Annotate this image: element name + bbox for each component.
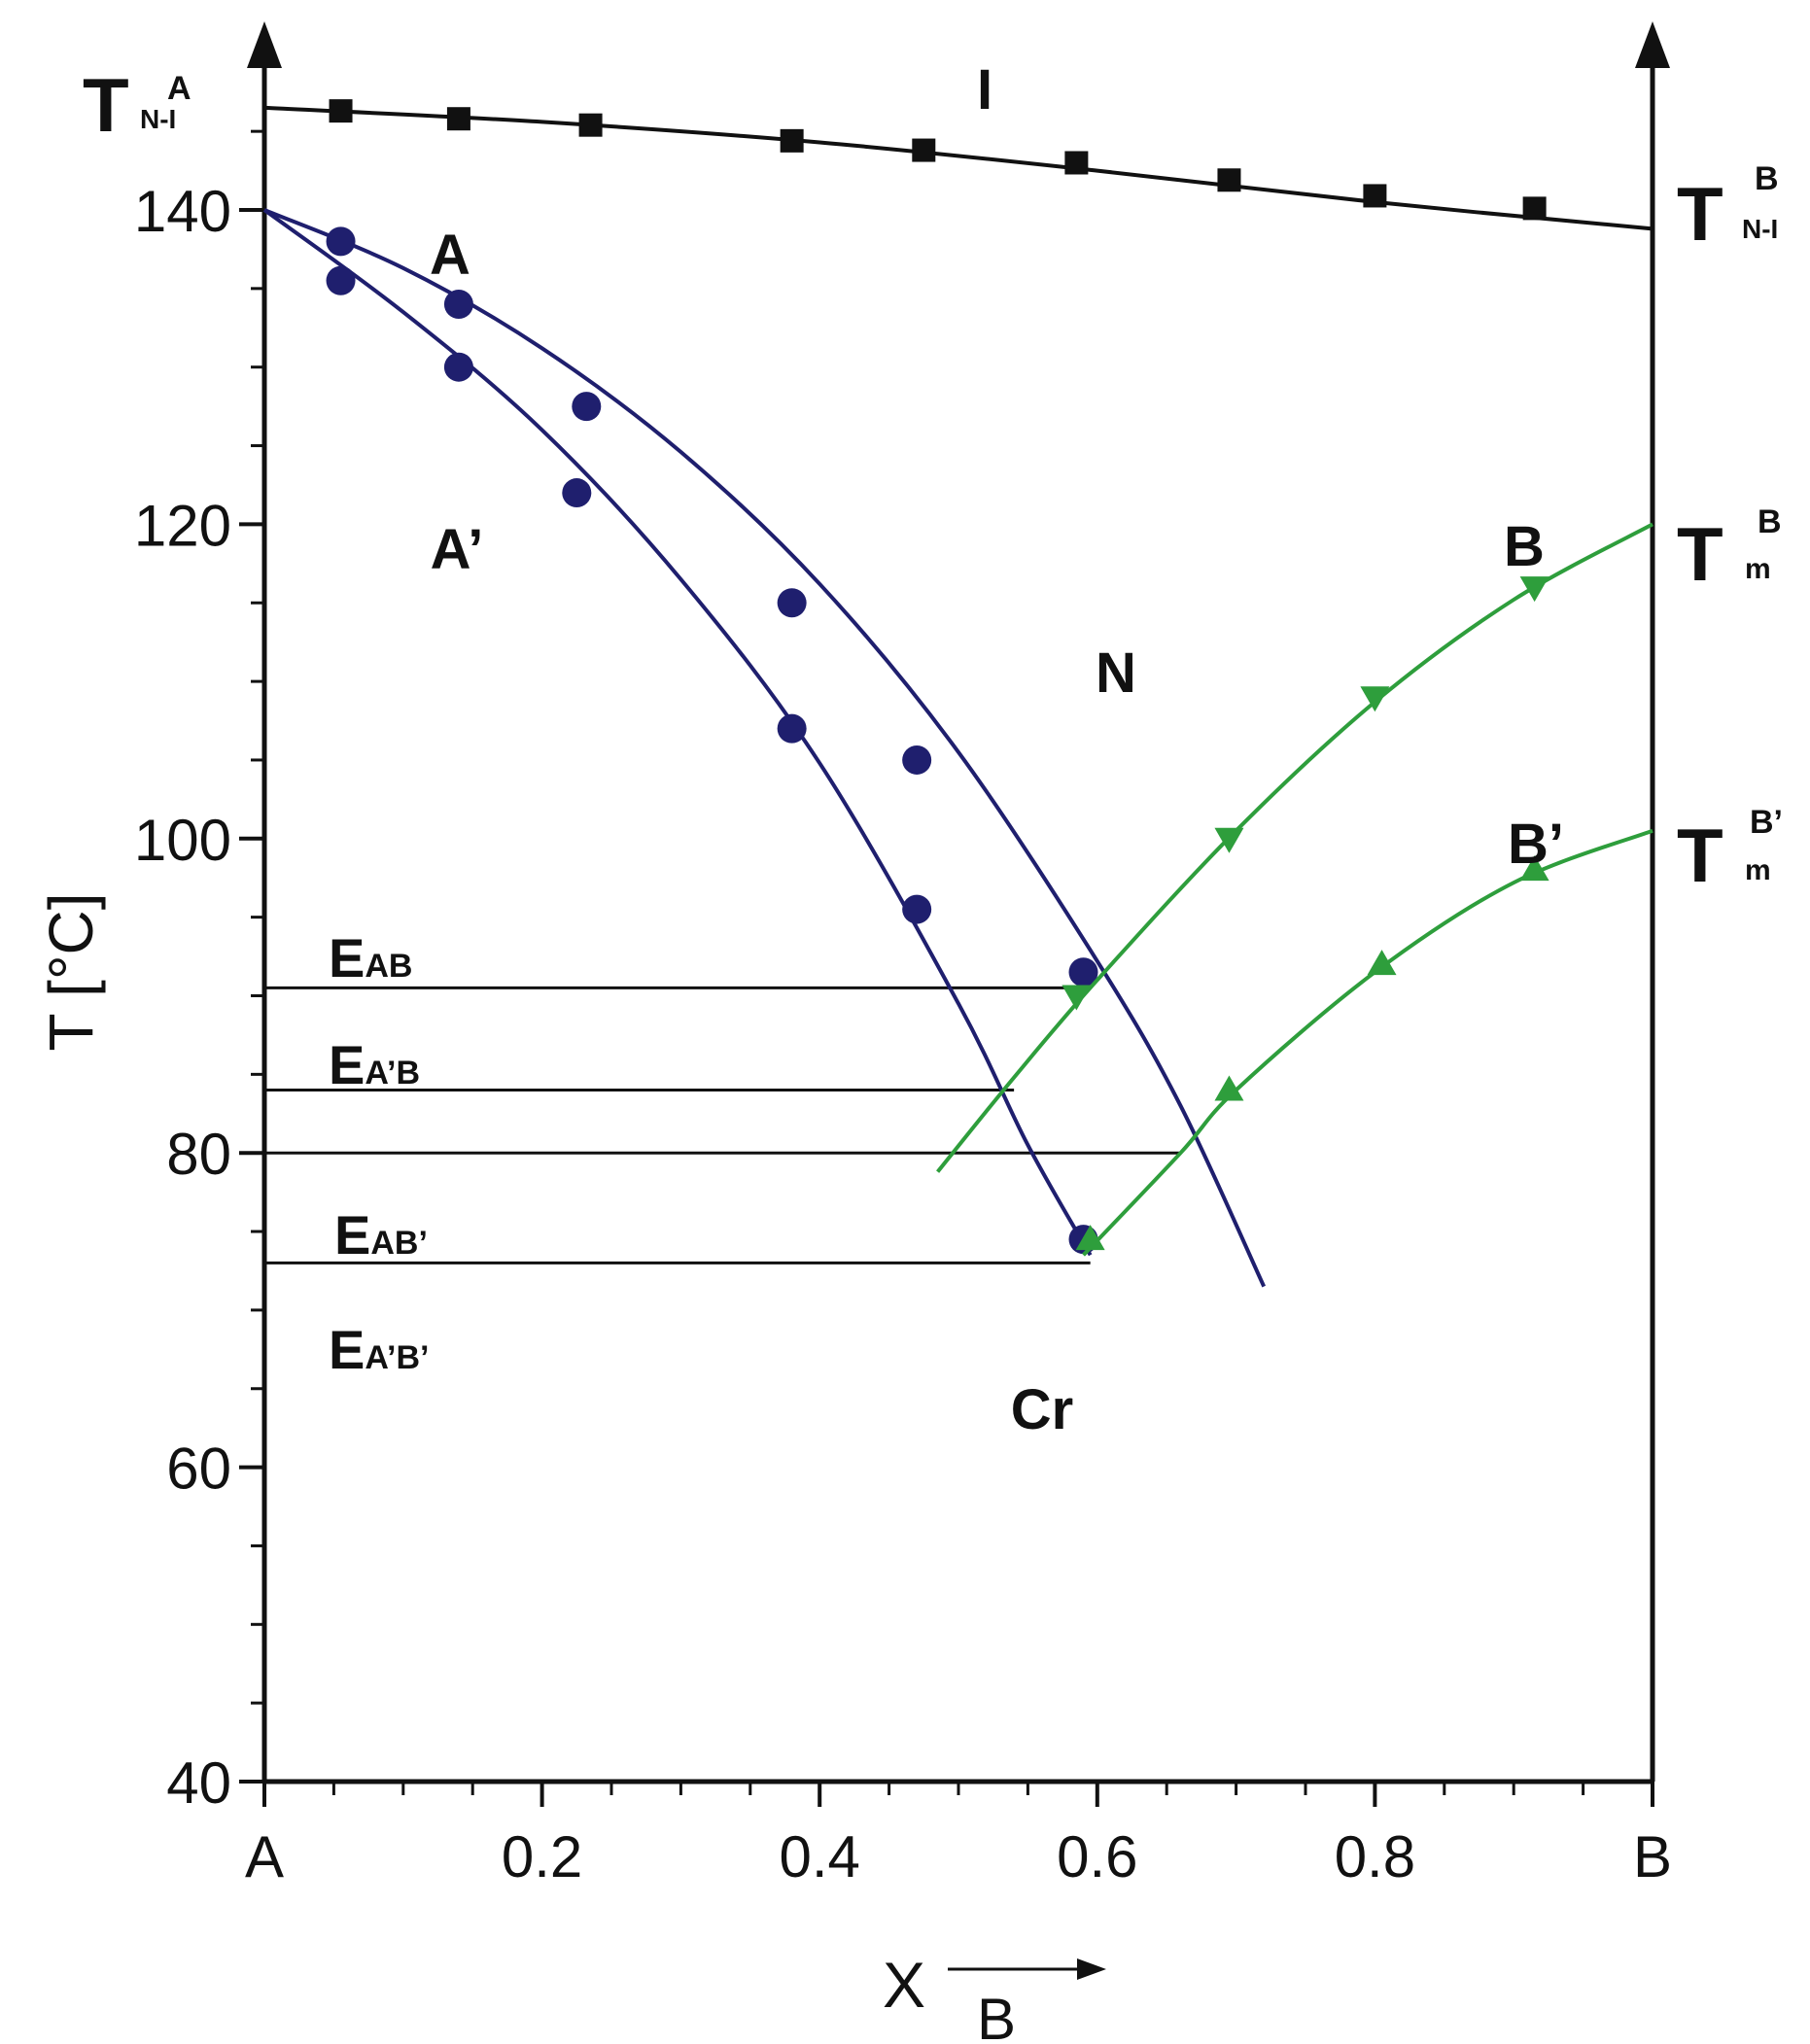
region-label-cr: Cr [1011,1378,1073,1441]
series-line-b-prime [1082,828,1653,1257]
svg-text:T: T [1677,813,1723,898]
series-line-ni [263,105,1653,231]
curve-label-b: B [1504,515,1545,578]
data-point-ni [912,138,936,162]
data-point-b [1214,827,1244,853]
svg-text:B: B [1755,160,1779,197]
curve-label-a: A [430,224,470,287]
eutectic-label-ab: EAB [329,927,412,988]
label-t-m-b: T B m [1677,503,1782,597]
y-tick-label: 100 [134,808,231,873]
data-point-a-prime [902,894,932,924]
data-point-a-prime [562,478,592,508]
data-point-ni [1522,196,1547,221]
region-label-n: N [1096,641,1136,705]
data-point-a-prime [443,352,473,382]
region-label-i: I [977,58,992,121]
eutectic-lines [264,986,1181,1265]
x-axis-title-arrow-icon [1077,1958,1106,1980]
data-point-b [1360,686,1390,712]
x-tick-label: 0.8 [1335,1824,1415,1889]
data-point-a [777,588,807,618]
data-point-b [1519,576,1549,603]
svg-text:T: T [83,62,129,148]
data-point-b-prime [1214,1075,1244,1101]
x-tick-label: 0.4 [779,1824,859,1889]
label-t-ni-a: T A N-I [83,62,191,148]
y-tick-label: 40 [166,1750,231,1816]
series-line-a-prime [262,208,1093,1257]
svg-text:m: m [1745,854,1771,886]
data-point-ni [780,128,804,153]
curve-label-b-prime: B’ [1508,813,1564,876]
x-tick-label: 0.2 [502,1824,582,1889]
svg-text:B: B [1758,503,1782,540]
svg-text:m: m [1745,553,1771,585]
y-axis-ticks: 40 60 80 100 120 140 [134,129,264,1816]
data-point-b [1062,985,1092,1011]
data-point-a [326,226,356,257]
data-point-ni [1064,151,1089,175]
data-point-a [902,745,932,775]
data-point-a [1068,957,1098,987]
x-tick-label: B [1633,1824,1672,1889]
svg-text:N-I: N-I [1742,214,1778,244]
data-point-ni [1363,184,1387,208]
right-axis-arrow-icon [1635,21,1670,68]
y-tick-label: 60 [166,1437,231,1502]
y-tick-label: 120 [134,493,231,558]
data-point-a-prime [777,713,807,744]
x-tick-label: A [245,1824,284,1889]
eutectic-label-a-prime-b-prime: EA’B’ [329,1319,429,1380]
data-point-a-prime [326,265,356,295]
label-t-m-b-prime: T B’ m [1677,804,1783,898]
data-point-b-prime [1519,855,1549,882]
data-point-a [572,392,602,422]
label-t-ni-b: T B N-I [1677,160,1779,257]
series-group [262,99,1653,1288]
data-point-ni [1217,168,1241,192]
svg-text:A: A [167,70,191,107]
x-tick-label: 0.6 [1057,1824,1137,1889]
x-axis-title-subscript: B [977,1987,1016,2044]
y-tick-label: 140 [134,179,231,244]
data-point-b-prime [1075,1225,1105,1251]
y-tick-label: 80 [166,1122,231,1187]
series-line-a [263,208,1267,1288]
data-point-a [443,290,473,320]
x-axis-title: X [883,1949,925,2021]
svg-text:T: T [1677,511,1723,597]
left-axis-arrow-icon [247,21,282,68]
x-axis-ticks: A 0.2 0.4 0.6 0.8 B [245,1782,1672,1889]
y-axis-title: T [°C] [36,892,106,1051]
svg-text:N-I: N-I [140,104,176,134]
eutectic-label-a-b-prime: EAB’ [334,1204,428,1265]
data-point-b-prime [1367,950,1397,976]
curve-label-a-prime: A’ [431,518,484,581]
eutectic-label-a-prime-b: EA’B [329,1034,420,1095]
data-point-ni [578,113,603,137]
data-point-ni [446,107,470,131]
svg-text:B’: B’ [1750,804,1783,841]
data-point-ni [329,99,353,123]
svg-text:T: T [1677,171,1723,257]
